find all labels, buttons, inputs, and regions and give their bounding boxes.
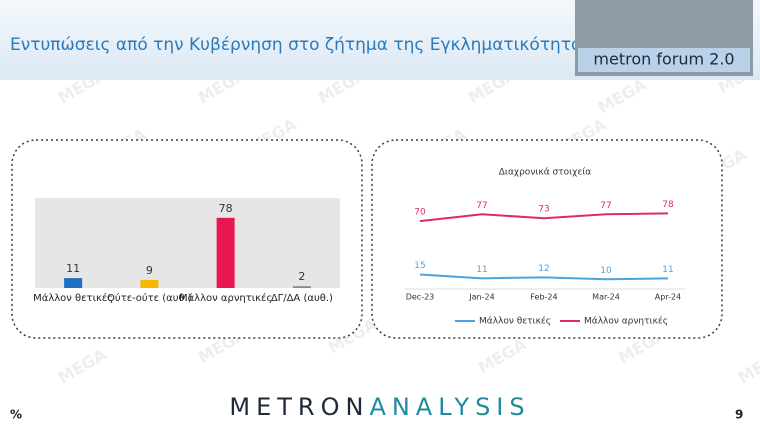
value-label: 70	[414, 208, 426, 218]
x-tick-label: Apr-24	[655, 293, 681, 302]
x-tick-label: Mar-24	[592, 293, 620, 302]
plot-area	[35, 198, 340, 288]
value-label: 12	[538, 264, 549, 274]
value-label: 78	[662, 200, 674, 210]
line	[419, 273, 669, 281]
legend-label: Μάλλον θετικές	[479, 316, 551, 327]
brand-part: METRON	[229, 393, 369, 421]
bar	[64, 278, 83, 288]
value-label: 9	[146, 264, 153, 277]
x-tick-label: Μάλλον αρνητικές	[179, 292, 272, 304]
x-tick-label: Ούτε-ούτε (αυθ.)	[107, 292, 192, 304]
legend-label: Μάλλον αρνητικές	[584, 316, 668, 327]
value-label: 10	[600, 266, 612, 276]
value-label: 11	[662, 265, 673, 275]
bar	[140, 279, 159, 288]
x-tick-label: ΔΓ/ΔΑ (αυθ.)	[271, 293, 333, 304]
x-tick-label: Μάλλον θετικές	[33, 292, 113, 304]
page-number: 9	[735, 408, 743, 422]
logo-text: metron forum 2.0	[593, 50, 734, 69]
value-label: 77	[476, 201, 487, 211]
value-label: 73	[538, 205, 549, 215]
line	[419, 212, 669, 223]
value-label: 78	[219, 202, 233, 215]
logo-plate	[578, 48, 750, 72]
x-tick-label: Jan-24	[468, 293, 494, 302]
brand-part: ANALYSIS	[369, 393, 530, 421]
value-label: 15	[414, 261, 425, 271]
value-label: 77	[600, 201, 611, 211]
slide-title: Εντυπώσεις από την Κυβέρνηση στο ζήτημα …	[10, 35, 592, 55]
value-label: 11	[476, 265, 487, 275]
unit-label: %	[10, 408, 22, 422]
x-tick-label: Feb-24	[530, 293, 557, 302]
bar	[292, 286, 311, 288]
brand: METRONANALYSIS	[229, 393, 530, 421]
x-tick-label: Dec-23	[406, 293, 435, 302]
value-label: 2	[298, 270, 305, 283]
chart-title: Διαχρονικά στοιχεία	[499, 168, 592, 178]
bar	[216, 217, 235, 288]
value-label: 11	[66, 262, 80, 275]
